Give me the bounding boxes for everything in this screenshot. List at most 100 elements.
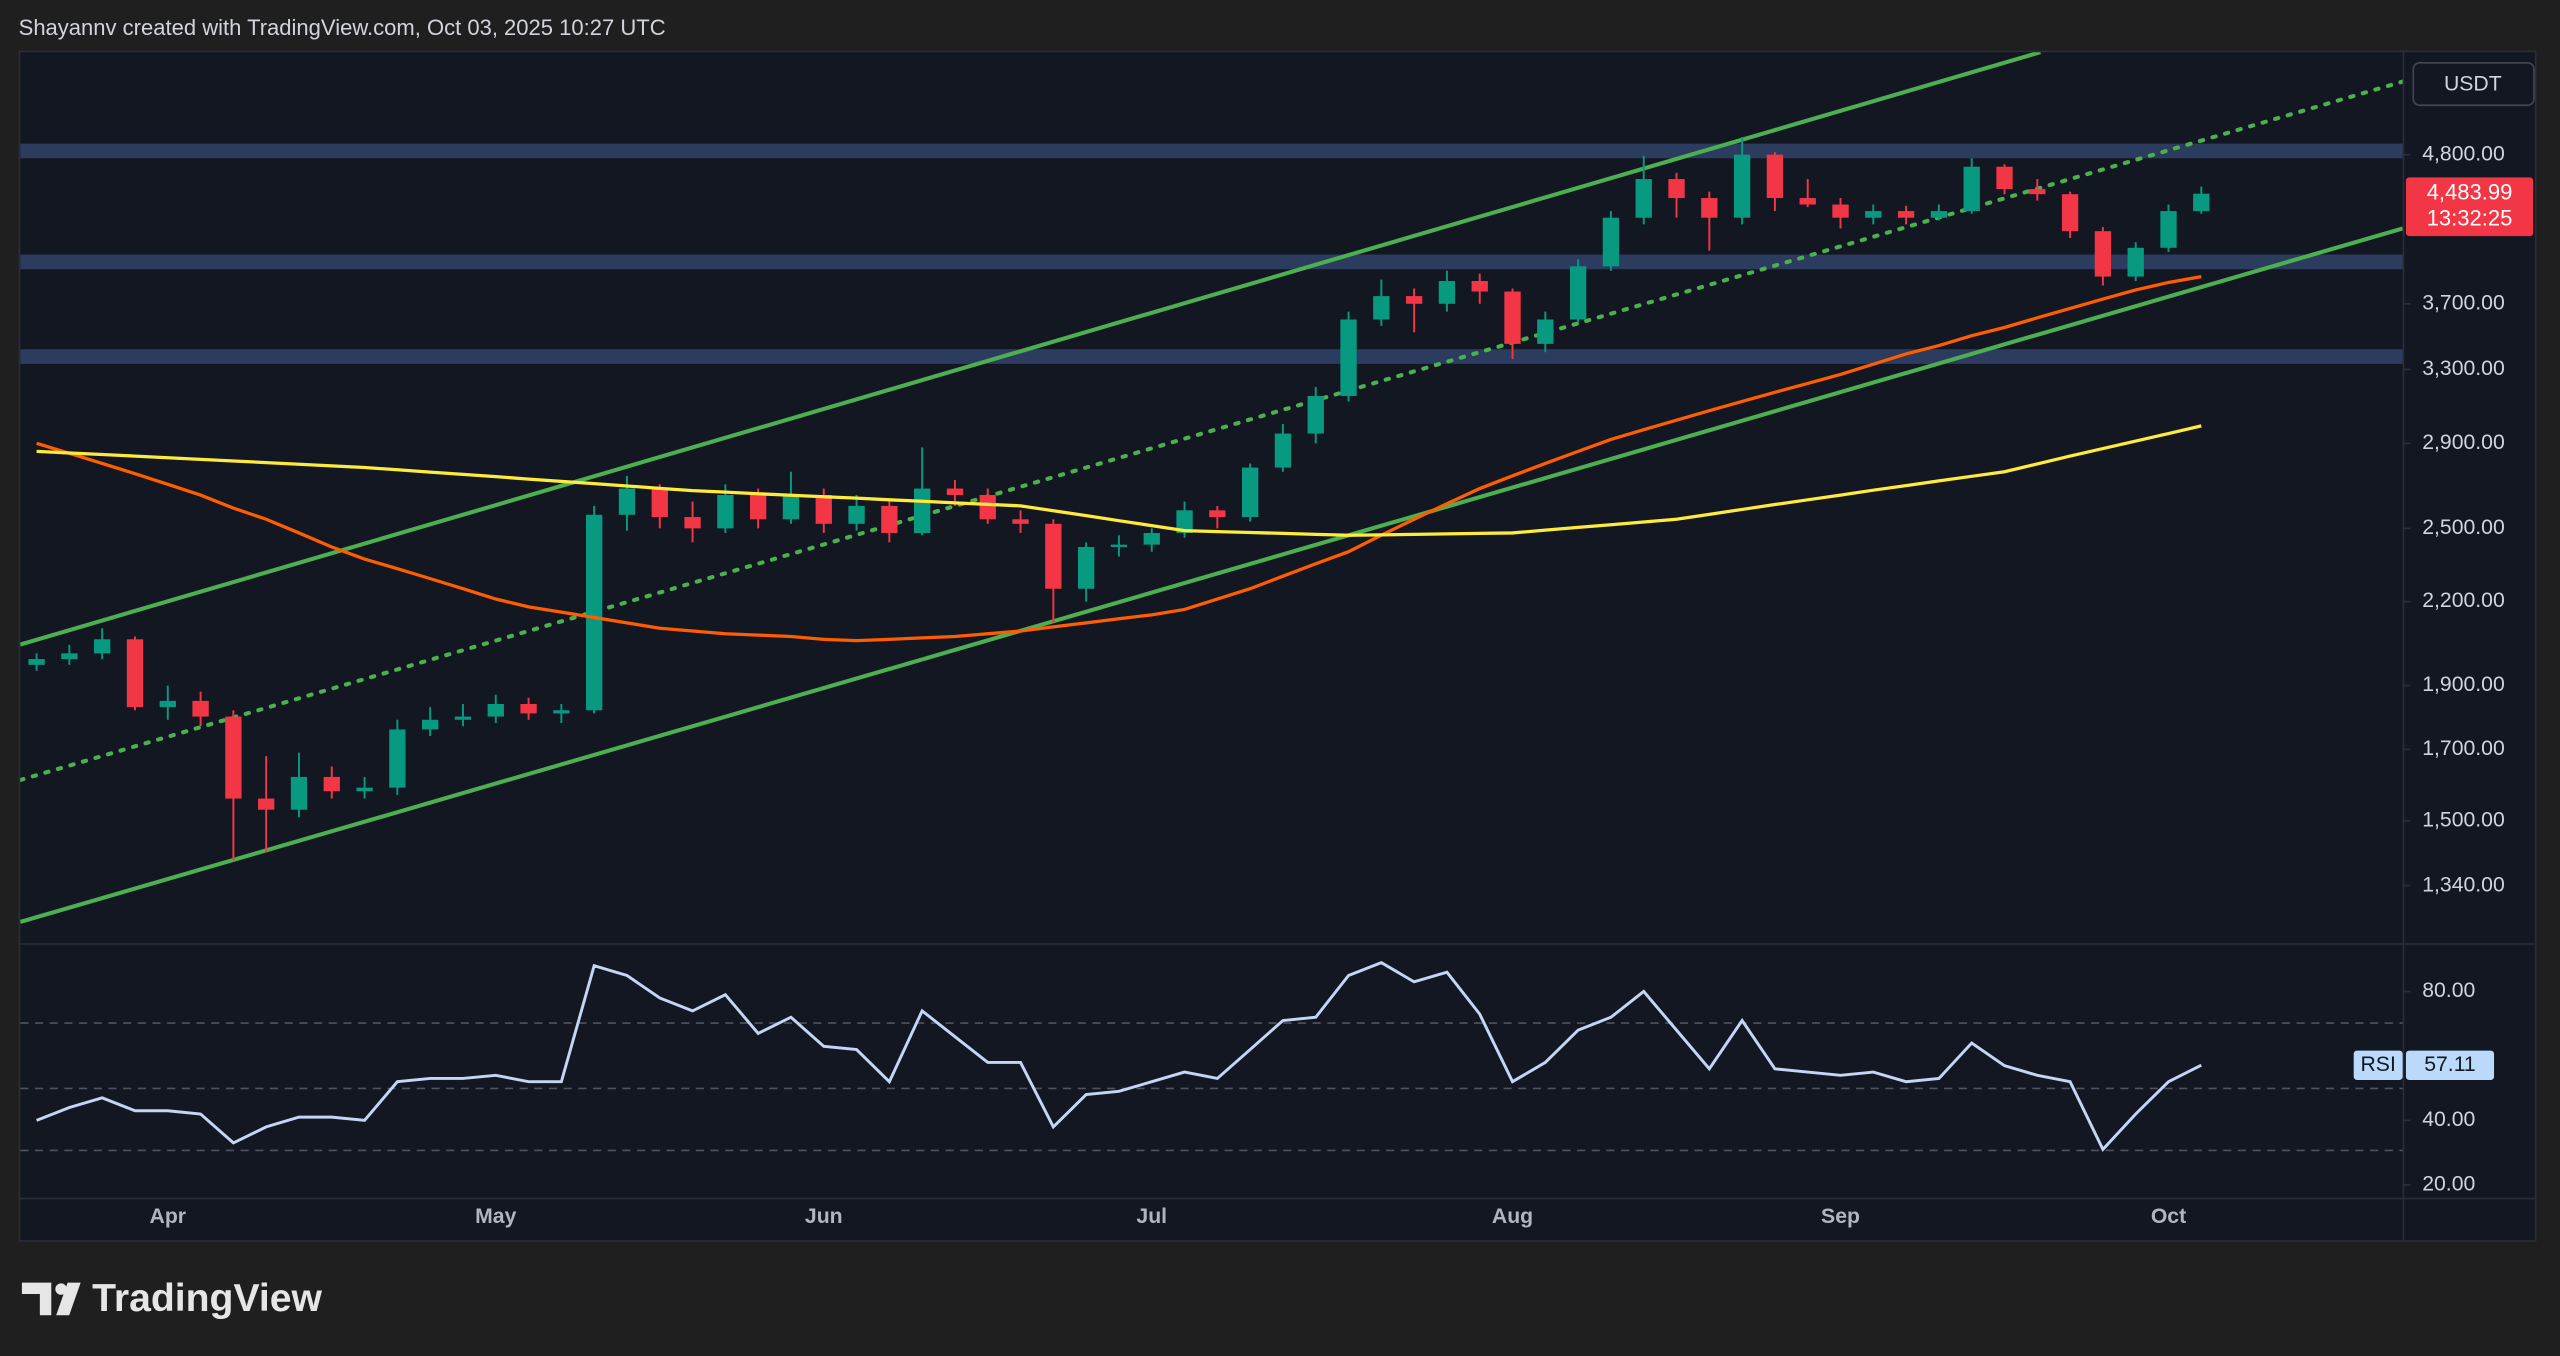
x-tick-label: Jun	[805, 1205, 843, 1228]
candle-body	[717, 495, 734, 529]
y-tick-label: 1,500.00	[2422, 809, 2505, 832]
candle-body	[1733, 154, 1751, 218]
y-tick-label: 1,700.00	[2422, 737, 2505, 760]
channel-lower	[20, 226, 2403, 924]
y-tick-label: 1,340.00	[2422, 873, 2505, 896]
logo-icon	[56, 1282, 81, 1316]
candle-body	[2127, 247, 2144, 277]
candle-body	[61, 653, 78, 660]
countdown: 13:32:25	[2427, 206, 2513, 231]
candle-body	[389, 729, 406, 788]
candle-body	[159, 700, 176, 708]
y-tick-label: 1,900.00	[2422, 673, 2505, 696]
channel-mid	[20, 79, 2403, 783]
candle-body	[651, 488, 668, 518]
moving-average	[36, 424, 2202, 537]
candle-body	[1373, 296, 1390, 320]
candle-body	[1471, 281, 1488, 292]
candle-body	[848, 505, 865, 524]
y-tick-label: 40.00	[2422, 1108, 2475, 1131]
last-price: 4,483.99	[2427, 180, 2513, 205]
candle-body	[1897, 211, 1915, 218]
y-tick-label: 80.00	[2422, 979, 2475, 1002]
candle-body	[1996, 166, 2013, 190]
candle-body	[684, 517, 701, 529]
brand: TradingView	[92, 1277, 322, 1320]
candle-body	[750, 495, 767, 520]
x-tick-label: Jul	[1136, 1205, 1167, 1228]
chart-panel	[18, 50, 2537, 1242]
candle-body	[1405, 296, 1423, 304]
y-tick-label: 4,800.00	[2422, 142, 2505, 165]
currency[interactable]: USDT	[2444, 72, 2502, 95]
resistance-zone	[20, 143, 2403, 159]
support-zone	[20, 254, 2403, 270]
candle-body	[1668, 179, 1685, 199]
candle-body	[1077, 547, 1095, 589]
x-tick-label: Sep	[1821, 1205, 1860, 1228]
y-tick-label: 2,500.00	[2422, 516, 2505, 539]
y-tick-label: 20.00	[2422, 1172, 2475, 1195]
candle-body	[1045, 523, 1062, 589]
candle-body	[1504, 291, 1521, 344]
last-price-box	[2405, 177, 2534, 237]
candle-body	[356, 787, 373, 792]
candle-body	[1438, 281, 1456, 304]
header: Shayannv created with TradingView.com, O…	[19, 15, 666, 40]
axes: 4,800.00 3,700.00 3,300.00 2,900.00 2,500.00…	[150, 142, 2534, 1228]
candle-body	[487, 703, 504, 717]
candle-body	[192, 700, 209, 717]
logo-icon	[55, 1283, 67, 1295]
x-tick-label: May	[475, 1205, 516, 1228]
candle-body	[1865, 211, 1882, 218]
candle-body	[946, 488, 964, 496]
candle-body	[2193, 193, 2210, 212]
candle-body	[1569, 266, 1587, 320]
candle-body	[1799, 198, 1816, 205]
candle-body	[881, 505, 898, 533]
candle-body	[618, 488, 636, 515]
candle-body	[520, 703, 537, 714]
candle-body	[979, 495, 996, 520]
rsi-line	[36, 960, 2202, 1152]
candle-body	[1176, 510, 1193, 533]
candle-body	[1930, 211, 1948, 218]
candle-body	[1701, 198, 1718, 218]
candle-body	[258, 798, 275, 810]
candle-body	[1832, 204, 1849, 218]
candle-body	[2160, 211, 2177, 248]
y-tick-label: 2,900.00	[2422, 431, 2505, 454]
currency-button[interactable]	[2412, 62, 2535, 107]
candle-body	[913, 488, 931, 533]
candle-body	[1307, 395, 1324, 434]
candle-body	[1766, 154, 1784, 199]
x-tick-label: Apr	[150, 1205, 187, 1228]
moving-average	[36, 274, 2202, 643]
candle-body	[1274, 433, 1292, 468]
y-tick-label: 3,300.00	[2422, 357, 2505, 380]
logo-icon	[21, 1282, 52, 1316]
candle-body	[28, 659, 45, 665]
candle-body	[2094, 231, 2112, 277]
candle-body	[1635, 179, 1652, 218]
price-pane	[28, 137, 2210, 861]
candle-body	[1209, 510, 1226, 518]
x-tick-label: Oct	[2151, 1205, 2186, 1228]
candle-body	[1241, 467, 1259, 518]
candle-body	[1110, 544, 1128, 548]
series-name-box	[2353, 1050, 2403, 1080]
x-tick-label: Aug	[1492, 1205, 1533, 1228]
candle-body	[2061, 194, 2079, 232]
candle-body	[1012, 519, 1029, 524]
candle-body	[553, 710, 570, 714]
candle-body	[94, 639, 111, 654]
channel-upper	[20, 52, 2041, 647]
series-name: RSI	[2361, 1053, 2396, 1076]
rsi-pane	[36, 960, 2202, 1152]
candle-body	[126, 639, 144, 708]
candle-body	[1340, 319, 1357, 396]
drawings	[20, 52, 2403, 924]
candle-body	[422, 719, 439, 730]
